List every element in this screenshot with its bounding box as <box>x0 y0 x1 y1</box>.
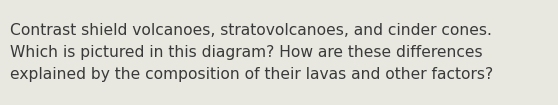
Text: Contrast shield volcanoes, stratovolcanoes, and cinder cones.
Which is pictured : Contrast shield volcanoes, stratovolcano… <box>10 23 493 82</box>
